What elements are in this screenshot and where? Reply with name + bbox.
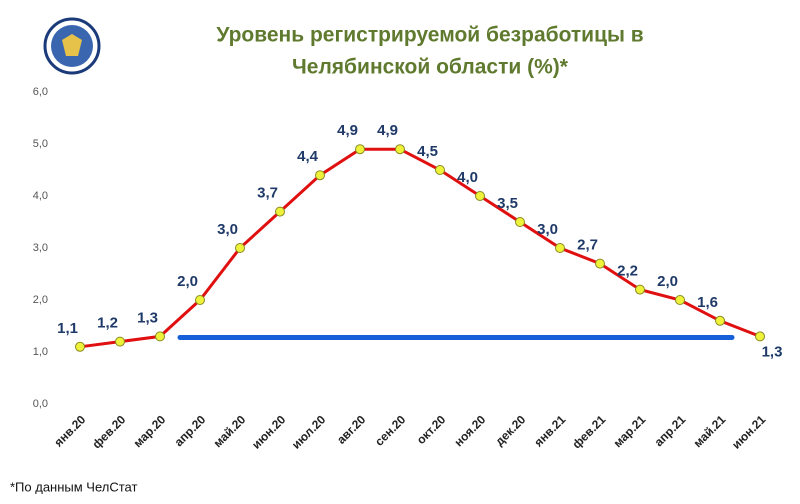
marker — [75, 341, 85, 352]
marker — [315, 170, 325, 181]
y-tick-label: 6,0 — [33, 86, 48, 98]
footnote: *По данным ЧелСтат — [10, 479, 138, 494]
x-tick-label: дек.20 — [492, 412, 528, 448]
marker — [395, 144, 405, 155]
x-tick-label: окт.20 — [414, 412, 449, 447]
x-tick-label: мар.20 — [131, 412, 169, 450]
data-label: 1,6 — [697, 294, 718, 311]
y-tick-label: 4,0 — [33, 190, 48, 202]
x-tick-label: май.21 — [691, 412, 729, 450]
x-tick-label: апр.21 — [652, 412, 689, 449]
x-tick-label: май.20 — [211, 412, 249, 450]
marker — [235, 243, 245, 253]
y-tick-label: 2,0 — [33, 294, 48, 306]
x-tick-label: авг.20 — [334, 412, 369, 447]
x-tick-label: фев.20 — [89, 412, 128, 451]
marker — [275, 206, 285, 217]
y-tick-label: 3,0 — [33, 242, 48, 254]
marker — [515, 217, 525, 227]
marker — [635, 284, 645, 295]
marker — [555, 243, 565, 253]
data-label: 1,1 — [57, 320, 78, 337]
chart-title: Уровень регистрируемой безработицы в — [216, 24, 643, 47]
marker — [755, 331, 765, 342]
y-tick-label: 1,0 — [33, 346, 48, 358]
data-label: 4,9 — [377, 122, 398, 139]
x-tick-label: мар.21 — [611, 412, 649, 450]
x-tick-label: ноя.20 — [452, 412, 489, 449]
data-label: 4,0 — [457, 169, 478, 186]
x-tick-label: янв.21 — [531, 412, 568, 449]
data-label: 4,4 — [297, 148, 319, 165]
x-tick-label: июл.20 — [289, 412, 329, 452]
x-tick-label: янв.20 — [51, 412, 88, 449]
data-label: 1,2 — [97, 315, 118, 332]
marker — [475, 191, 485, 201]
data-label: 3,0 — [217, 221, 238, 238]
marker — [435, 165, 445, 175]
marker — [195, 295, 205, 305]
data-line — [79, 147, 761, 349]
x-tick-label: июн.20 — [249, 412, 289, 452]
data-label: 2,0 — [177, 273, 198, 290]
data-label: 3,0 — [537, 221, 558, 238]
chart-title: Челябинской области (%)* — [292, 56, 569, 79]
data-label: 3,5 — [497, 195, 518, 212]
data-label: 3,7 — [257, 185, 278, 202]
marker — [115, 336, 125, 347]
x-tick-label: апр.20 — [172, 412, 209, 449]
data-label: 1,3 — [762, 343, 783, 360]
x-tick-label: фев.21 — [569, 412, 608, 451]
emblem — [43, 17, 101, 75]
data-label: 2,7 — [577, 237, 598, 254]
marker — [675, 295, 685, 305]
data-label: 4,9 — [337, 122, 358, 139]
x-tick-label: сен.20 — [372, 412, 408, 448]
marker — [355, 144, 365, 155]
marker — [595, 258, 605, 269]
marker — [715, 315, 725, 326]
data-label: 2,0 — [657, 273, 678, 290]
y-tick-label: 5,0 — [33, 138, 48, 150]
y-tick-label: 0,0 — [33, 398, 48, 410]
data-label: 4,5 — [417, 143, 438, 160]
data-label: 2,2 — [617, 263, 638, 280]
marker — [155, 331, 165, 342]
x-tick-label: июн.21 — [729, 412, 769, 452]
data-label: 1,3 — [137, 309, 158, 326]
